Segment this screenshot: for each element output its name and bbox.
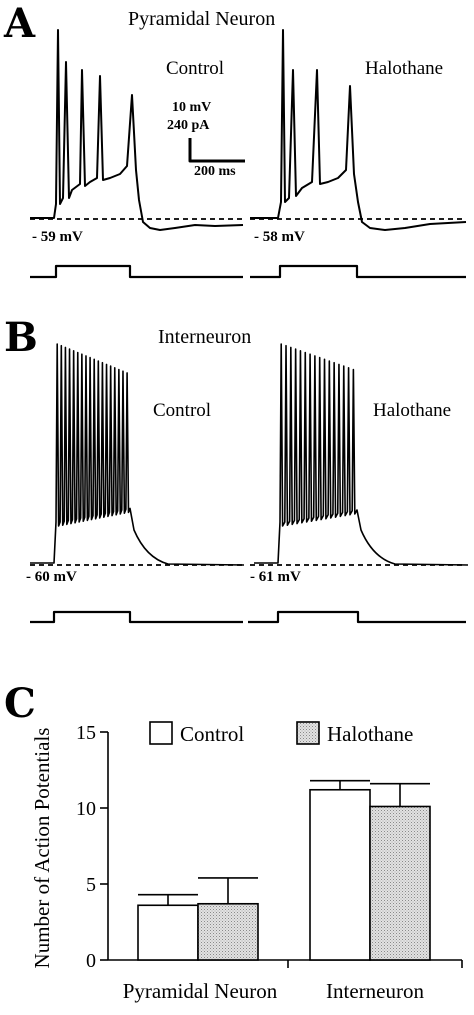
legend-label-halothane: Halothane: [327, 722, 413, 746]
panel-a-letter: A: [4, 0, 36, 47]
scale-bar: [188, 138, 245, 163]
bar-control-pyramidal: [137, 904, 199, 961]
y-axis-label: Number of Action Potentials: [30, 728, 54, 969]
panel-a-halothane-current-step: [250, 264, 466, 279]
bar-control-interneuron: [309, 788, 371, 961]
panel-b-title: Interneuron: [158, 326, 252, 348]
panel-a-left-resting-potential: - 59 mV: [32, 229, 83, 245]
panel-a-control-current-step: [30, 264, 243, 279]
panel-b-right-resting-potential: - 61 mV: [250, 569, 301, 585]
panel-a-control-label: Control: [166, 58, 225, 79]
panel-a-right-resting-potential: - 58 mV: [254, 229, 305, 245]
y-tick-label: 15: [76, 722, 96, 744]
panel-b-halothane-spike-train: [254, 343, 469, 566]
panel-a-halothane-trace: [250, 29, 467, 231]
legend-swatch-halothane: [296, 721, 320, 745]
scalebar-voltage-label: 10 mV: [172, 100, 212, 115]
panel-b-letter: B: [4, 314, 38, 361]
panel-b-control-current-step: [30, 610, 243, 624]
panel-a-halothane-label: Halothane: [365, 58, 444, 79]
panel-b-control-spike-train: [30, 343, 245, 566]
legend-label-control: Control: [180, 722, 244, 746]
y-tick-label: 5: [86, 874, 96, 896]
x-category-label: Pyramidal Neuron: [123, 979, 278, 1003]
y-tick-label: 0: [86, 950, 96, 972]
panel-b-control-label: Control: [153, 400, 212, 421]
panel-b-halothane-label: Halothane: [373, 400, 452, 421]
panel-b-left-resting-potential: - 60 mV: [26, 569, 77, 585]
panel-b-halothane-current-step: [248, 610, 466, 624]
bar-halothane-interneuron: [369, 805, 431, 961]
y-tick-label: 10: [76, 798, 96, 820]
scalebar-time-label: 200 ms: [194, 164, 236, 179]
bar-halothane-pyramidal: [197, 902, 259, 961]
panel-c-letter: C: [4, 680, 36, 727]
legend-swatch-control: [149, 721, 173, 745]
panel-a-title: Pyramidal Neuron: [128, 8, 276, 30]
x-category-label: Interneuron: [326, 979, 424, 1003]
panel-a-control-trace: [30, 29, 244, 231]
scalebar-current-label: 240 pA: [167, 118, 210, 133]
voltage-traces-figure: [30, 29, 469, 624]
